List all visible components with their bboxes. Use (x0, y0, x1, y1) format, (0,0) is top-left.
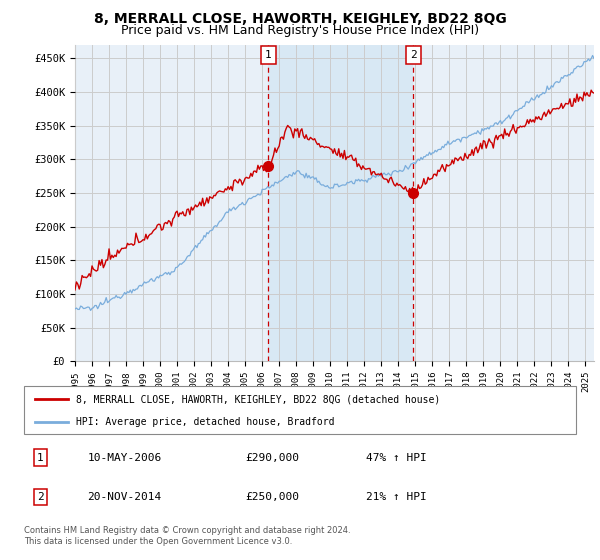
Text: 20-NOV-2014: 20-NOV-2014 (88, 492, 162, 502)
Text: Contains HM Land Registry data © Crown copyright and database right 2024.
This d: Contains HM Land Registry data © Crown c… (24, 526, 350, 546)
FancyBboxPatch shape (24, 386, 576, 434)
Text: 1: 1 (37, 453, 44, 463)
Text: 10-MAY-2006: 10-MAY-2006 (88, 453, 162, 463)
Text: Price paid vs. HM Land Registry's House Price Index (HPI): Price paid vs. HM Land Registry's House … (121, 24, 479, 36)
Text: £290,000: £290,000 (245, 453, 299, 463)
Text: 2: 2 (410, 50, 417, 60)
Text: 21% ↑ HPI: 21% ↑ HPI (366, 492, 427, 502)
Text: 2: 2 (37, 492, 44, 502)
Text: £250,000: £250,000 (245, 492, 299, 502)
Text: 1: 1 (265, 50, 272, 60)
Bar (268, 45, 413, 361)
Text: 47% ↑ HPI: 47% ↑ HPI (366, 453, 427, 463)
Text: 8, MERRALL CLOSE, HAWORTH, KEIGHLEY, BD22 8QG: 8, MERRALL CLOSE, HAWORTH, KEIGHLEY, BD2… (94, 12, 506, 26)
Text: 8, MERRALL CLOSE, HAWORTH, KEIGHLEY, BD22 8QG (detached house): 8, MERRALL CLOSE, HAWORTH, KEIGHLEY, BD2… (76, 394, 440, 404)
Text: HPI: Average price, detached house, Bradford: HPI: Average price, detached house, Brad… (76, 417, 335, 427)
